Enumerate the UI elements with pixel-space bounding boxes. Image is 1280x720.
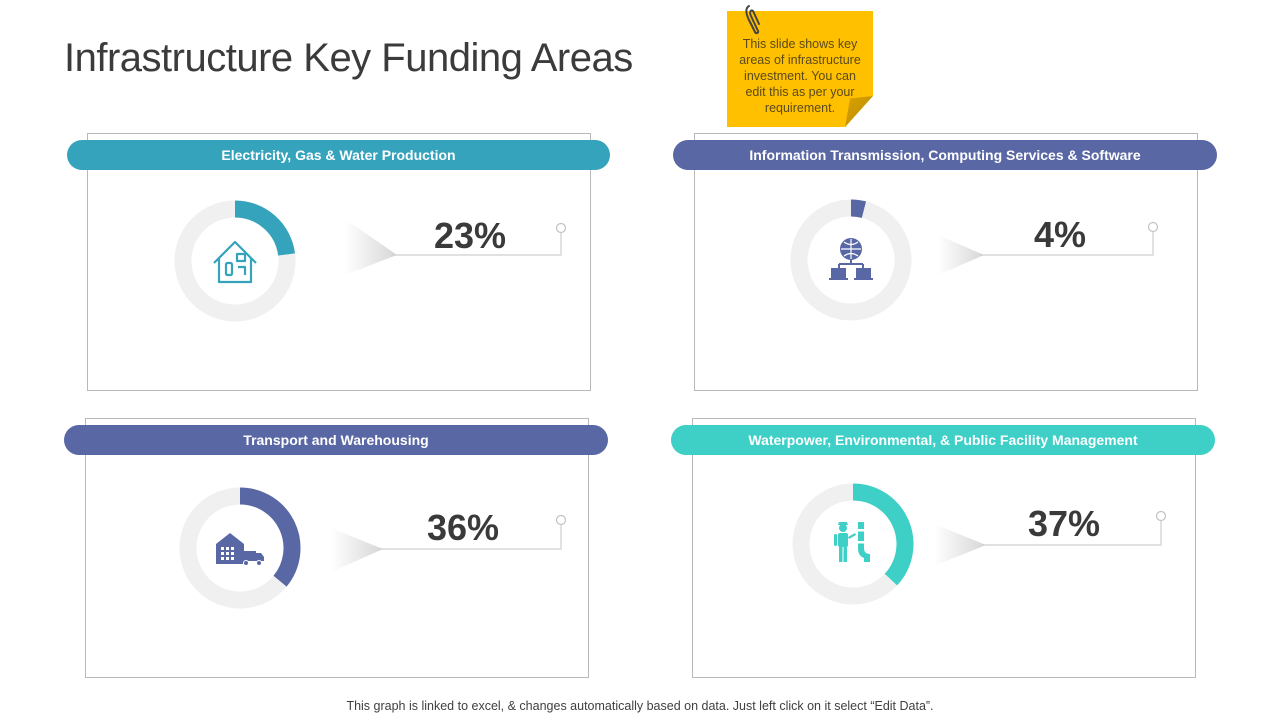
plumber-worker-icon xyxy=(834,522,870,562)
leader-dot xyxy=(555,514,567,526)
percent-label-waterpower: 37% xyxy=(1027,503,1101,544)
paperclip-icon xyxy=(745,5,760,35)
percent-label-transport: 36% xyxy=(426,507,500,548)
leader-line xyxy=(392,232,562,256)
leader-dot xyxy=(1155,510,1167,522)
footer-note: This graph is linked to excel, & changes… xyxy=(346,699,934,713)
panel-card-electricity xyxy=(87,133,591,391)
leader-line xyxy=(982,520,1162,546)
pointer-triangle xyxy=(934,524,986,566)
percent-label-information: 4% xyxy=(1033,214,1087,255)
donut-arc xyxy=(239,487,301,587)
sticky-note-text: This slide shows key areas of infrastruc… xyxy=(739,37,861,115)
pointer-triangle xyxy=(345,219,397,275)
donut-chart-information xyxy=(790,199,1159,321)
panel-header-transport: Transport and Warehousing xyxy=(64,425,608,455)
pointer-triangle xyxy=(331,528,383,572)
donut-arc xyxy=(234,200,296,256)
panel-header-electricity: Electricity, Gas & Water Production xyxy=(67,140,610,170)
panel-header-waterpower: Waterpower, Environmental, & Public Faci… xyxy=(671,425,1215,455)
warehouse-truck-icon xyxy=(216,533,264,566)
donut-chart-transport xyxy=(179,487,567,609)
percent-label-electricity: 23% xyxy=(433,215,507,256)
house-utilities-icon xyxy=(213,240,257,284)
panel-header-information: Information Transmission, Computing Serv… xyxy=(673,140,1217,170)
globe-network-icon xyxy=(829,238,873,280)
leader-dot xyxy=(1147,221,1159,233)
donut-arc xyxy=(850,199,867,218)
donut-chart-waterpower xyxy=(792,483,1167,605)
donut-arc xyxy=(852,483,914,586)
leader-dot xyxy=(555,222,567,234)
donut-chart-electricity xyxy=(174,200,567,322)
leader-line xyxy=(379,524,562,550)
leader-line xyxy=(980,231,1154,256)
page-title: Infrastructure Key Funding Areas xyxy=(64,36,633,80)
pointer-triangle xyxy=(938,235,984,275)
